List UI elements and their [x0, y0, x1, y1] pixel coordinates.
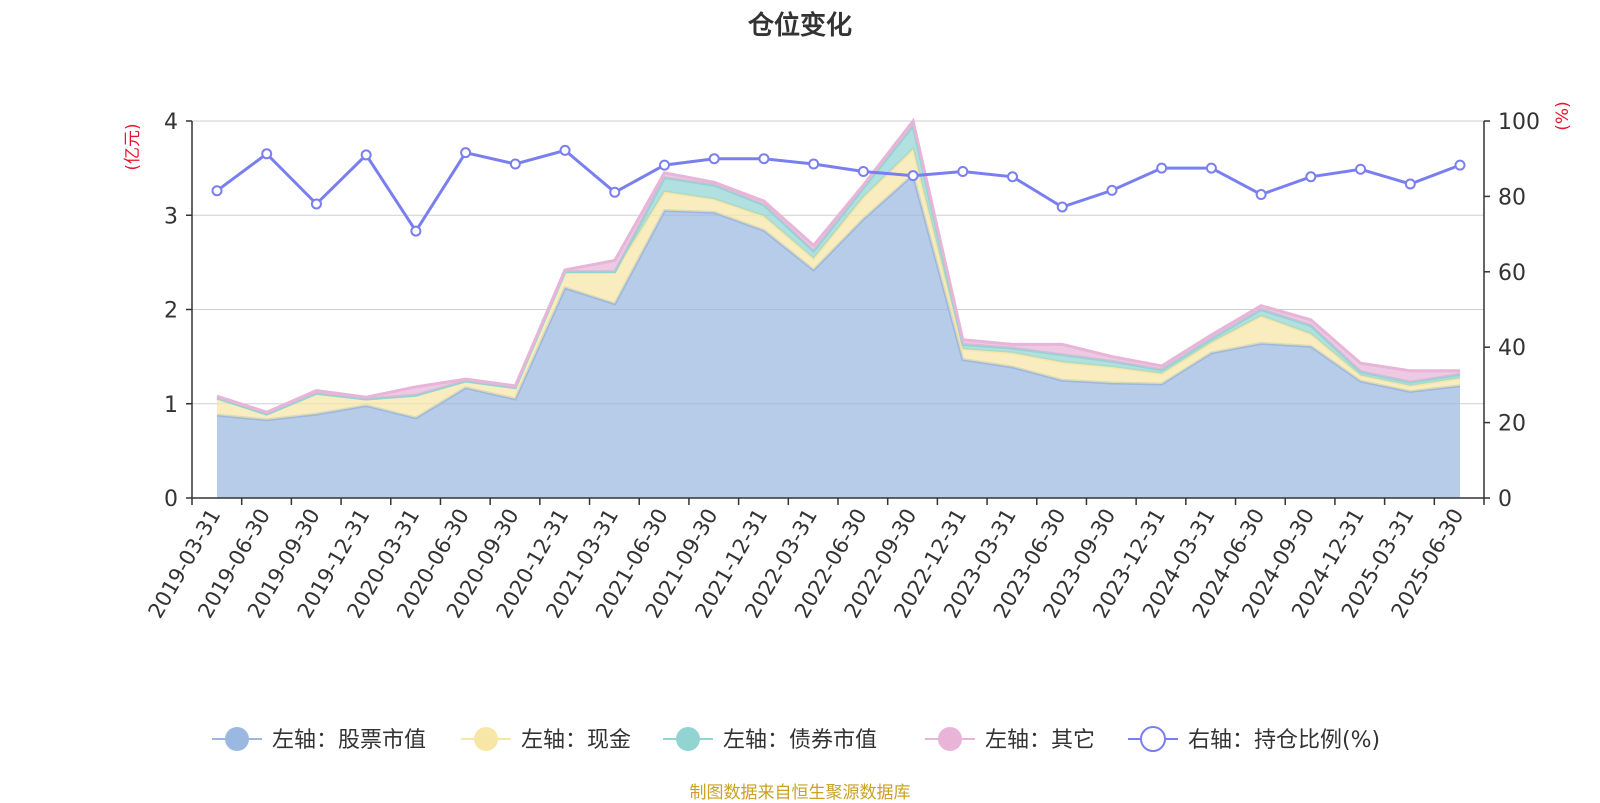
- right-axis-unit: (%): [1553, 101, 1573, 130]
- ratio-line-layer: [211, 144, 1466, 237]
- right-tick-label: 20: [1498, 412, 1526, 437]
- ratio-point: [1454, 159, 1466, 171]
- ratio-point: [1156, 162, 1168, 174]
- ratio-point: [460, 147, 472, 159]
- ratio-point: [1404, 178, 1416, 190]
- legend-marker: [676, 727, 700, 751]
- ratio-point: [509, 158, 521, 170]
- ratio-point: [1106, 184, 1118, 196]
- right-tick-label: 40: [1498, 336, 1526, 361]
- right-tick-label: 0: [1498, 487, 1512, 512]
- chart-title: 仓位变化: [747, 10, 852, 41]
- ratio-point: [1255, 189, 1267, 201]
- left-tick-label: 1: [164, 393, 178, 418]
- area-stock: [217, 174, 1460, 498]
- left-axis-unit: (亿元): [123, 123, 143, 170]
- legend-label: 左轴：债券市值: [723, 728, 877, 753]
- stacked-areas: [216, 117, 1461, 498]
- ratio-point: [609, 186, 621, 198]
- ratio-point: [310, 198, 322, 210]
- ratio-point: [758, 153, 770, 165]
- edge-other: [216, 117, 1460, 414]
- legend-item: 左轴：股票市值: [212, 727, 426, 753]
- ratio-point: [957, 166, 969, 178]
- ratio-point: [708, 153, 720, 165]
- legend-label: 左轴：股票市值: [272, 728, 426, 753]
- ratio-point: [1355, 163, 1367, 175]
- legend-item: 左轴：债券市值: [663, 727, 877, 753]
- source-note: 制图数据来自恒生聚源数据库: [689, 783, 911, 803]
- ratio-point: [808, 158, 820, 170]
- left-tick-label: 0: [164, 487, 178, 512]
- ratio-point: [1305, 171, 1317, 183]
- ratio-point: [1205, 162, 1217, 174]
- legend-label: 左轴：现金: [521, 728, 631, 753]
- legend-marker: [225, 727, 249, 751]
- right-tick-label: 100: [1498, 110, 1540, 135]
- legend-item: 右轴：持仓比例(%): [1128, 726, 1380, 753]
- ratio-line: [216, 148, 1461, 234]
- ratio-point: [410, 225, 422, 237]
- ratio-point: [857, 166, 869, 178]
- ratio-point: [658, 159, 670, 171]
- ratio-point: [261, 148, 273, 160]
- legend-label: 右轴：持仓比例(%): [1188, 728, 1380, 753]
- ratio-point: [907, 170, 919, 182]
- ratio-point: [211, 185, 223, 197]
- right-tick-label: 80: [1498, 185, 1526, 210]
- legend-item: 左轴：现金: [461, 727, 631, 753]
- legend-marker: [474, 727, 498, 751]
- right-tick-label: 60: [1498, 261, 1526, 286]
- ratio-point: [1007, 171, 1019, 183]
- left-tick-label: 2: [164, 299, 178, 324]
- left-tick-label: 3: [164, 204, 178, 229]
- left-tick-label: 4: [164, 110, 178, 135]
- ratio-point: [1056, 201, 1068, 213]
- legend-marker: [938, 727, 962, 751]
- legend-item: 左轴：其它: [925, 727, 1095, 753]
- legend: 左轴：股票市值 左轴：现金 左轴：债券市值 左轴：其它 右轴：持仓比例(%): [212, 726, 1380, 753]
- legend-label: 左轴：其它: [985, 728, 1095, 753]
- ratio-point: [360, 149, 372, 161]
- legend-marker: [1140, 726, 1166, 752]
- ratio-point: [559, 144, 571, 156]
